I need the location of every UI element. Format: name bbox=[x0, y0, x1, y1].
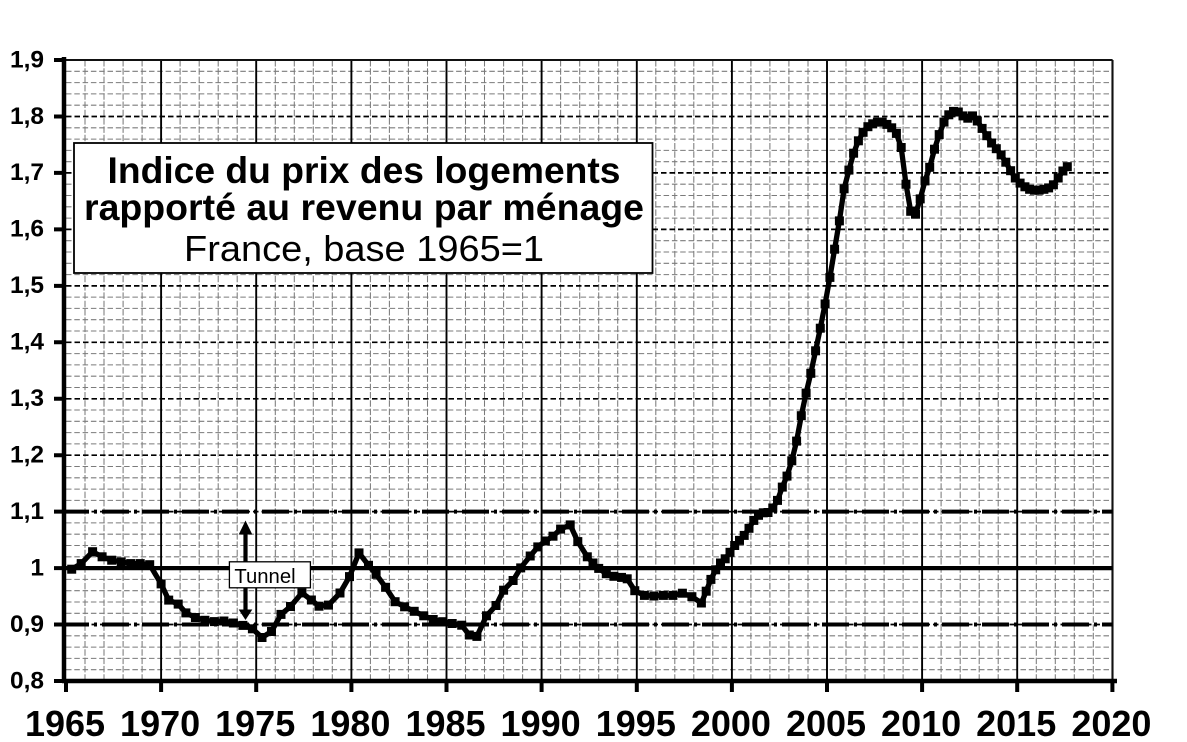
svg-text:1965: 1965 bbox=[25, 703, 105, 742]
svg-text:1980: 1980 bbox=[310, 703, 390, 742]
svg-text:0,9: 0,9 bbox=[10, 611, 44, 638]
svg-text:1990: 1990 bbox=[501, 703, 581, 742]
svg-text:1,4: 1,4 bbox=[10, 329, 44, 356]
svg-text:1970: 1970 bbox=[120, 703, 200, 742]
svg-text:2005: 2005 bbox=[786, 703, 866, 742]
svg-text:1,2: 1,2 bbox=[10, 442, 44, 469]
svg-text:1985: 1985 bbox=[405, 703, 485, 742]
svg-text:1,7: 1,7 bbox=[10, 159, 44, 186]
svg-text:1,8: 1,8 bbox=[10, 103, 44, 130]
svg-text:1,9: 1,9 bbox=[10, 46, 44, 73]
svg-text:2020: 2020 bbox=[1071, 703, 1151, 742]
svg-text:0,8: 0,8 bbox=[10, 667, 44, 694]
svg-text:1995: 1995 bbox=[596, 703, 676, 742]
svg-text:2010: 2010 bbox=[881, 703, 961, 742]
svg-text:France, base 1965=1: France, base 1965=1 bbox=[184, 228, 544, 269]
svg-text:1,1: 1,1 bbox=[10, 498, 44, 525]
svg-text:1: 1 bbox=[30, 554, 44, 581]
svg-text:rapporté au revenu par ménage: rapporté au revenu par ménage bbox=[84, 187, 644, 228]
svg-text:1,5: 1,5 bbox=[10, 272, 44, 299]
svg-text:Tunnel: Tunnel bbox=[234, 566, 295, 588]
svg-text:1,3: 1,3 bbox=[10, 385, 44, 412]
svg-text:2000: 2000 bbox=[691, 703, 771, 742]
svg-text:2015: 2015 bbox=[976, 703, 1056, 742]
svg-text:Indice du prix des logements: Indice du prix des logements bbox=[108, 150, 621, 191]
svg-text:1975: 1975 bbox=[215, 703, 295, 742]
svg-text:1,6: 1,6 bbox=[10, 216, 44, 243]
